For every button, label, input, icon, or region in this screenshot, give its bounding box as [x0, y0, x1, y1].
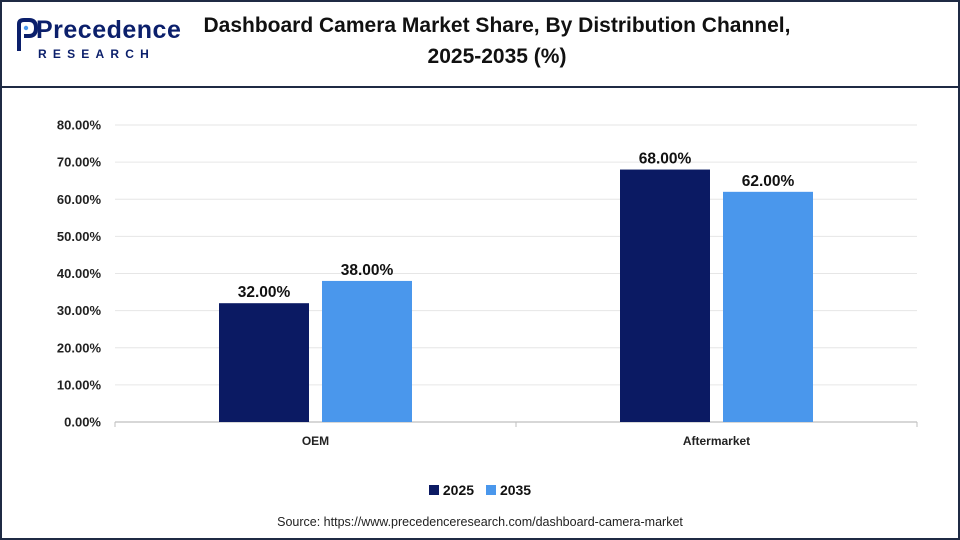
x-tick-label-oem: OEM: [302, 434, 329, 448]
logo-mark-icon: [17, 18, 38, 51]
precedence-research-logo: Precedence RESEARCH: [16, 16, 181, 68]
header-divider: [2, 86, 958, 88]
data-label-aftermarket-2025: 68.00%: [639, 151, 692, 168]
y-tick-label: 80.00%: [57, 118, 102, 133]
chart-title-line-1: Dashboard Camera Market Share, By Distri…: [203, 14, 791, 37]
bar-aftermarket-2025: [620, 169, 710, 422]
y-tick-label: 30.00%: [57, 303, 102, 318]
header: Precedence RESEARCH Dashboard Camera Mar…: [2, 2, 958, 86]
legend-label-2035: 2035: [499, 482, 532, 498]
y-tick-label: 50.00%: [57, 229, 102, 244]
data-label-oem-2035: 38.00%: [341, 262, 394, 279]
y-tick-label: 70.00%: [57, 155, 102, 170]
logo-subtitle: RESEARCH: [38, 47, 155, 61]
data-label-oem-2025: 32.00%: [238, 284, 291, 301]
legend: 2025 2035: [2, 482, 958, 498]
y-tick-label: 40.00%: [57, 266, 102, 281]
source-note: Source: https://www.precedenceresearch.c…: [277, 515, 683, 529]
y-tick-label: 20.00%: [57, 340, 102, 355]
bar-chart: 0.00% 10.00% 20.00% 30.00% 40.00% 50.00% 60.00…: [57, 118, 918, 448]
x-tick-label-aftermarket: Aftermarket: [683, 434, 750, 448]
logo-wordmark: Precedence: [36, 16, 182, 44]
y-tick-label: 0.00%: [64, 415, 101, 430]
y-tick-label: 10.00%: [57, 377, 102, 392]
legend-label-2025: 2025: [442, 482, 475, 498]
bar-aftermarket-2035: [723, 191, 813, 422]
chart-title: Dashboard Camera Market Share, By Distri…: [172, 10, 822, 72]
legend-item-2035: 2035: [485, 482, 532, 498]
legend-swatch-2025: [428, 485, 439, 495]
chart-title-line-2: 2025-2035 (%): [427, 45, 567, 68]
legend-swatch-2035: [485, 485, 496, 495]
bar-oem-2035: [322, 280, 412, 422]
bar-oem-2025: [219, 303, 309, 422]
data-label-aftermarket-2035: 62.00%: [742, 173, 795, 190]
y-tick-label: 60.00%: [57, 192, 102, 207]
legend-item-2025: 2025: [428, 482, 475, 498]
